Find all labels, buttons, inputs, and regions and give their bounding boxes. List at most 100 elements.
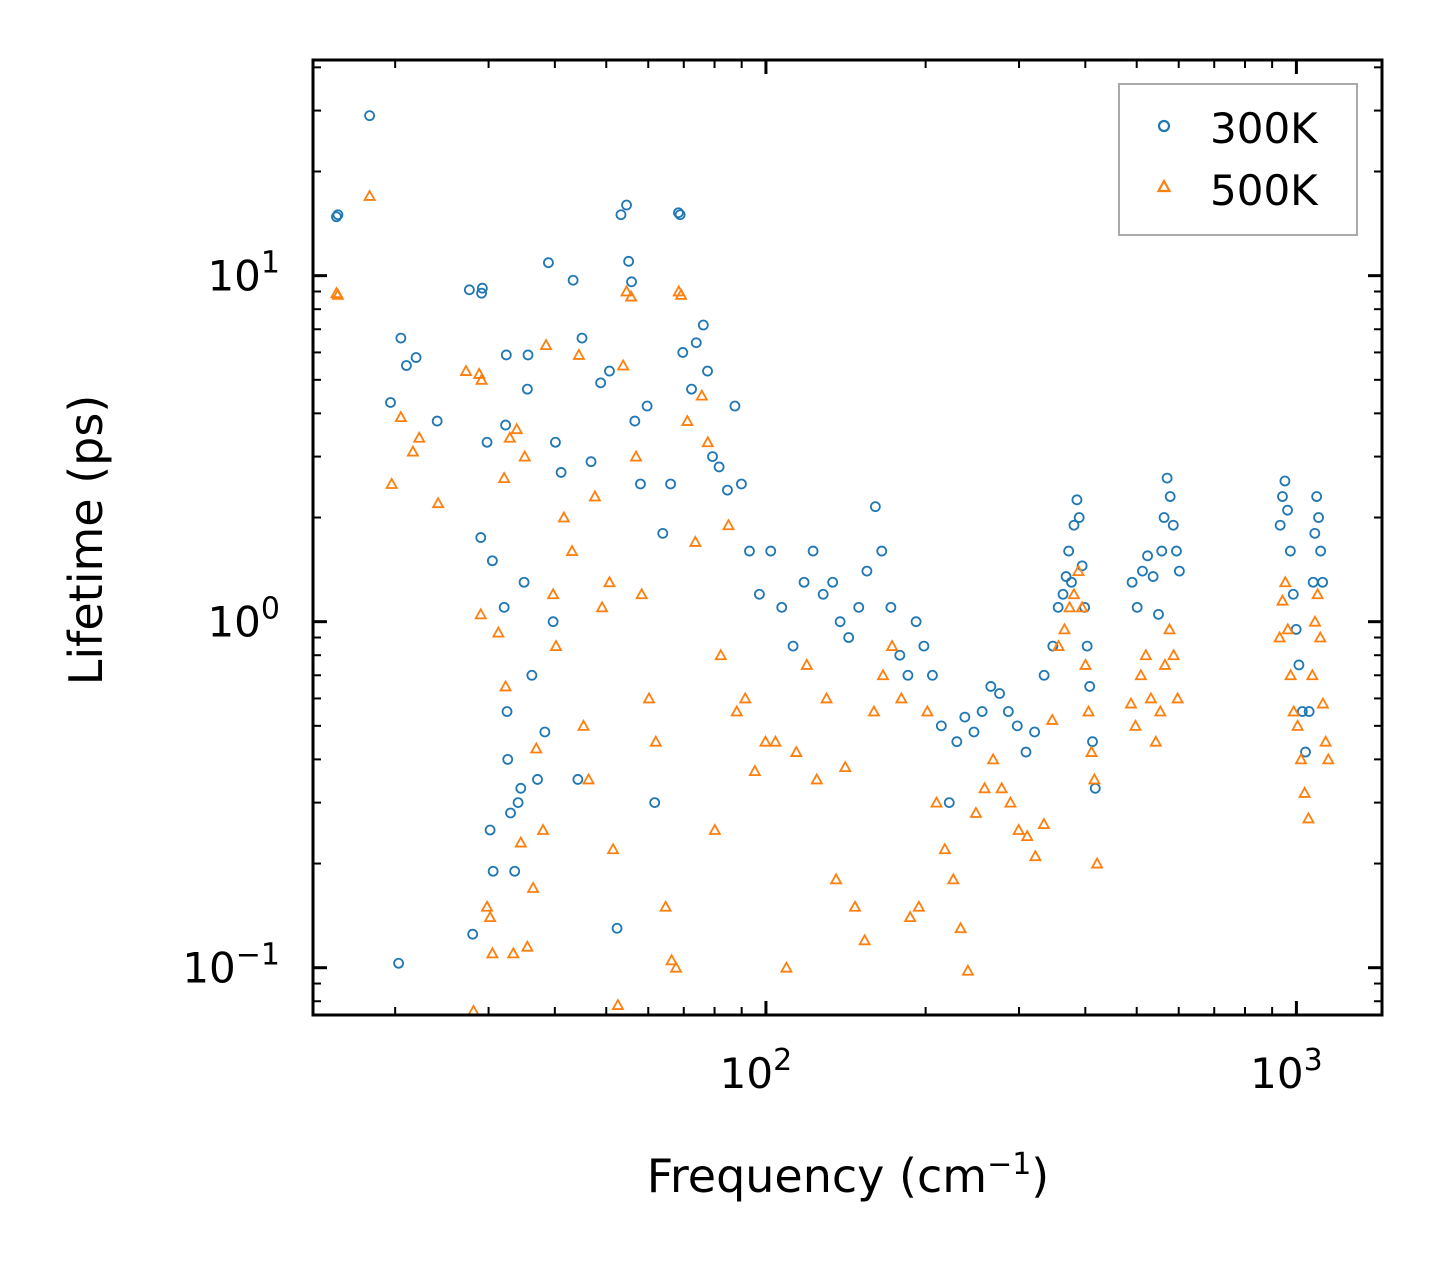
point-500k xyxy=(1087,772,1101,785)
point-500k xyxy=(876,668,890,681)
point-500k xyxy=(1063,600,1077,613)
point-500k xyxy=(1045,713,1059,725)
point-500k xyxy=(1305,668,1319,681)
point-300k xyxy=(1057,588,1069,600)
point-300k xyxy=(657,527,669,539)
point-300k xyxy=(1317,576,1329,588)
point-300k xyxy=(401,360,412,371)
point-300k xyxy=(765,545,777,557)
point-500k xyxy=(961,963,975,976)
point-300k xyxy=(1038,669,1050,681)
x-axis-label: Frequency (cm−1) xyxy=(647,1147,1050,1203)
point-300k xyxy=(1153,608,1164,620)
point-500k xyxy=(954,921,968,934)
point-300k xyxy=(532,774,543,785)
point-300k xyxy=(1315,545,1327,557)
point-300k xyxy=(665,478,676,490)
point-300k xyxy=(585,456,597,468)
point-300k xyxy=(500,419,511,431)
point-300k xyxy=(522,349,534,361)
point-300k xyxy=(776,601,788,613)
point-300k xyxy=(595,377,607,389)
point-300k xyxy=(611,922,623,934)
point-300k xyxy=(410,352,422,363)
point-300k xyxy=(1274,519,1286,531)
point-500k xyxy=(1028,849,1042,862)
point-500k xyxy=(526,881,540,893)
point-300k xyxy=(543,257,554,269)
point-300k xyxy=(509,865,521,877)
point-500k xyxy=(546,587,560,600)
point-300k xyxy=(729,400,741,412)
legend-label-300k: 300K xyxy=(1210,104,1319,153)
point-300k xyxy=(918,640,930,652)
data-points xyxy=(329,110,1335,1015)
point-500k xyxy=(1020,829,1034,842)
point-300k xyxy=(677,347,689,358)
point-500k xyxy=(549,639,563,652)
point-500k xyxy=(1171,691,1185,704)
series-500k xyxy=(329,189,1335,1015)
point-300k xyxy=(1290,623,1302,635)
point-300k xyxy=(1287,588,1299,600)
point-500k xyxy=(620,284,634,297)
point-300k xyxy=(910,616,922,628)
point-500k xyxy=(748,764,762,776)
point-300k xyxy=(1311,491,1323,502)
point-500k xyxy=(529,741,543,754)
legend-box xyxy=(1118,83,1358,236)
point-500k xyxy=(708,823,722,835)
point-300k xyxy=(690,337,702,349)
y-tick-label: 10−1 xyxy=(182,938,280,993)
point-500k xyxy=(680,414,694,426)
point-500k xyxy=(572,348,586,360)
point-300k xyxy=(567,274,579,286)
point-500k xyxy=(642,691,656,704)
point-500k xyxy=(1308,614,1322,627)
point-500k xyxy=(848,899,862,912)
point-300k xyxy=(476,282,488,294)
point-300k xyxy=(1002,706,1014,717)
point-500k xyxy=(721,518,736,531)
point-300k xyxy=(994,688,1005,699)
point-300k xyxy=(807,545,819,557)
point-300k xyxy=(395,332,407,344)
point-500k xyxy=(978,781,992,794)
point-300k xyxy=(686,383,697,395)
point-500k xyxy=(510,422,524,435)
point-500k xyxy=(1003,795,1017,808)
point-300k xyxy=(1309,527,1321,539)
point-500k xyxy=(1084,745,1099,757)
point-500k xyxy=(602,575,616,588)
point-500k xyxy=(394,410,408,423)
point-300k xyxy=(1158,512,1170,523)
point-300k xyxy=(1020,746,1032,758)
point-300k xyxy=(1068,519,1080,531)
point-500k xyxy=(858,933,872,946)
point-500k xyxy=(995,781,1009,794)
point-500k xyxy=(738,691,752,704)
point-500k xyxy=(557,510,571,523)
point-300k xyxy=(713,461,725,473)
point-300k xyxy=(959,711,971,723)
point-500k xyxy=(611,998,625,1010)
point-300k xyxy=(1313,512,1324,523)
point-500k xyxy=(758,734,773,747)
point-300k xyxy=(576,332,588,344)
point-500k xyxy=(431,496,445,509)
point-500k xyxy=(1081,704,1096,717)
point-300k xyxy=(621,199,632,211)
point-300k xyxy=(475,532,487,543)
point-300k xyxy=(894,649,906,661)
point-500k xyxy=(520,939,534,952)
point-500k xyxy=(1162,622,1177,635)
point-500k xyxy=(576,718,591,731)
point-300k xyxy=(484,824,496,836)
point-500k xyxy=(629,449,643,462)
point-500k xyxy=(1128,718,1142,731)
point-300k xyxy=(927,669,938,681)
point-300k xyxy=(1279,475,1291,487)
point-500k xyxy=(539,338,553,350)
point-500k xyxy=(665,953,679,966)
point-500k xyxy=(565,544,579,556)
